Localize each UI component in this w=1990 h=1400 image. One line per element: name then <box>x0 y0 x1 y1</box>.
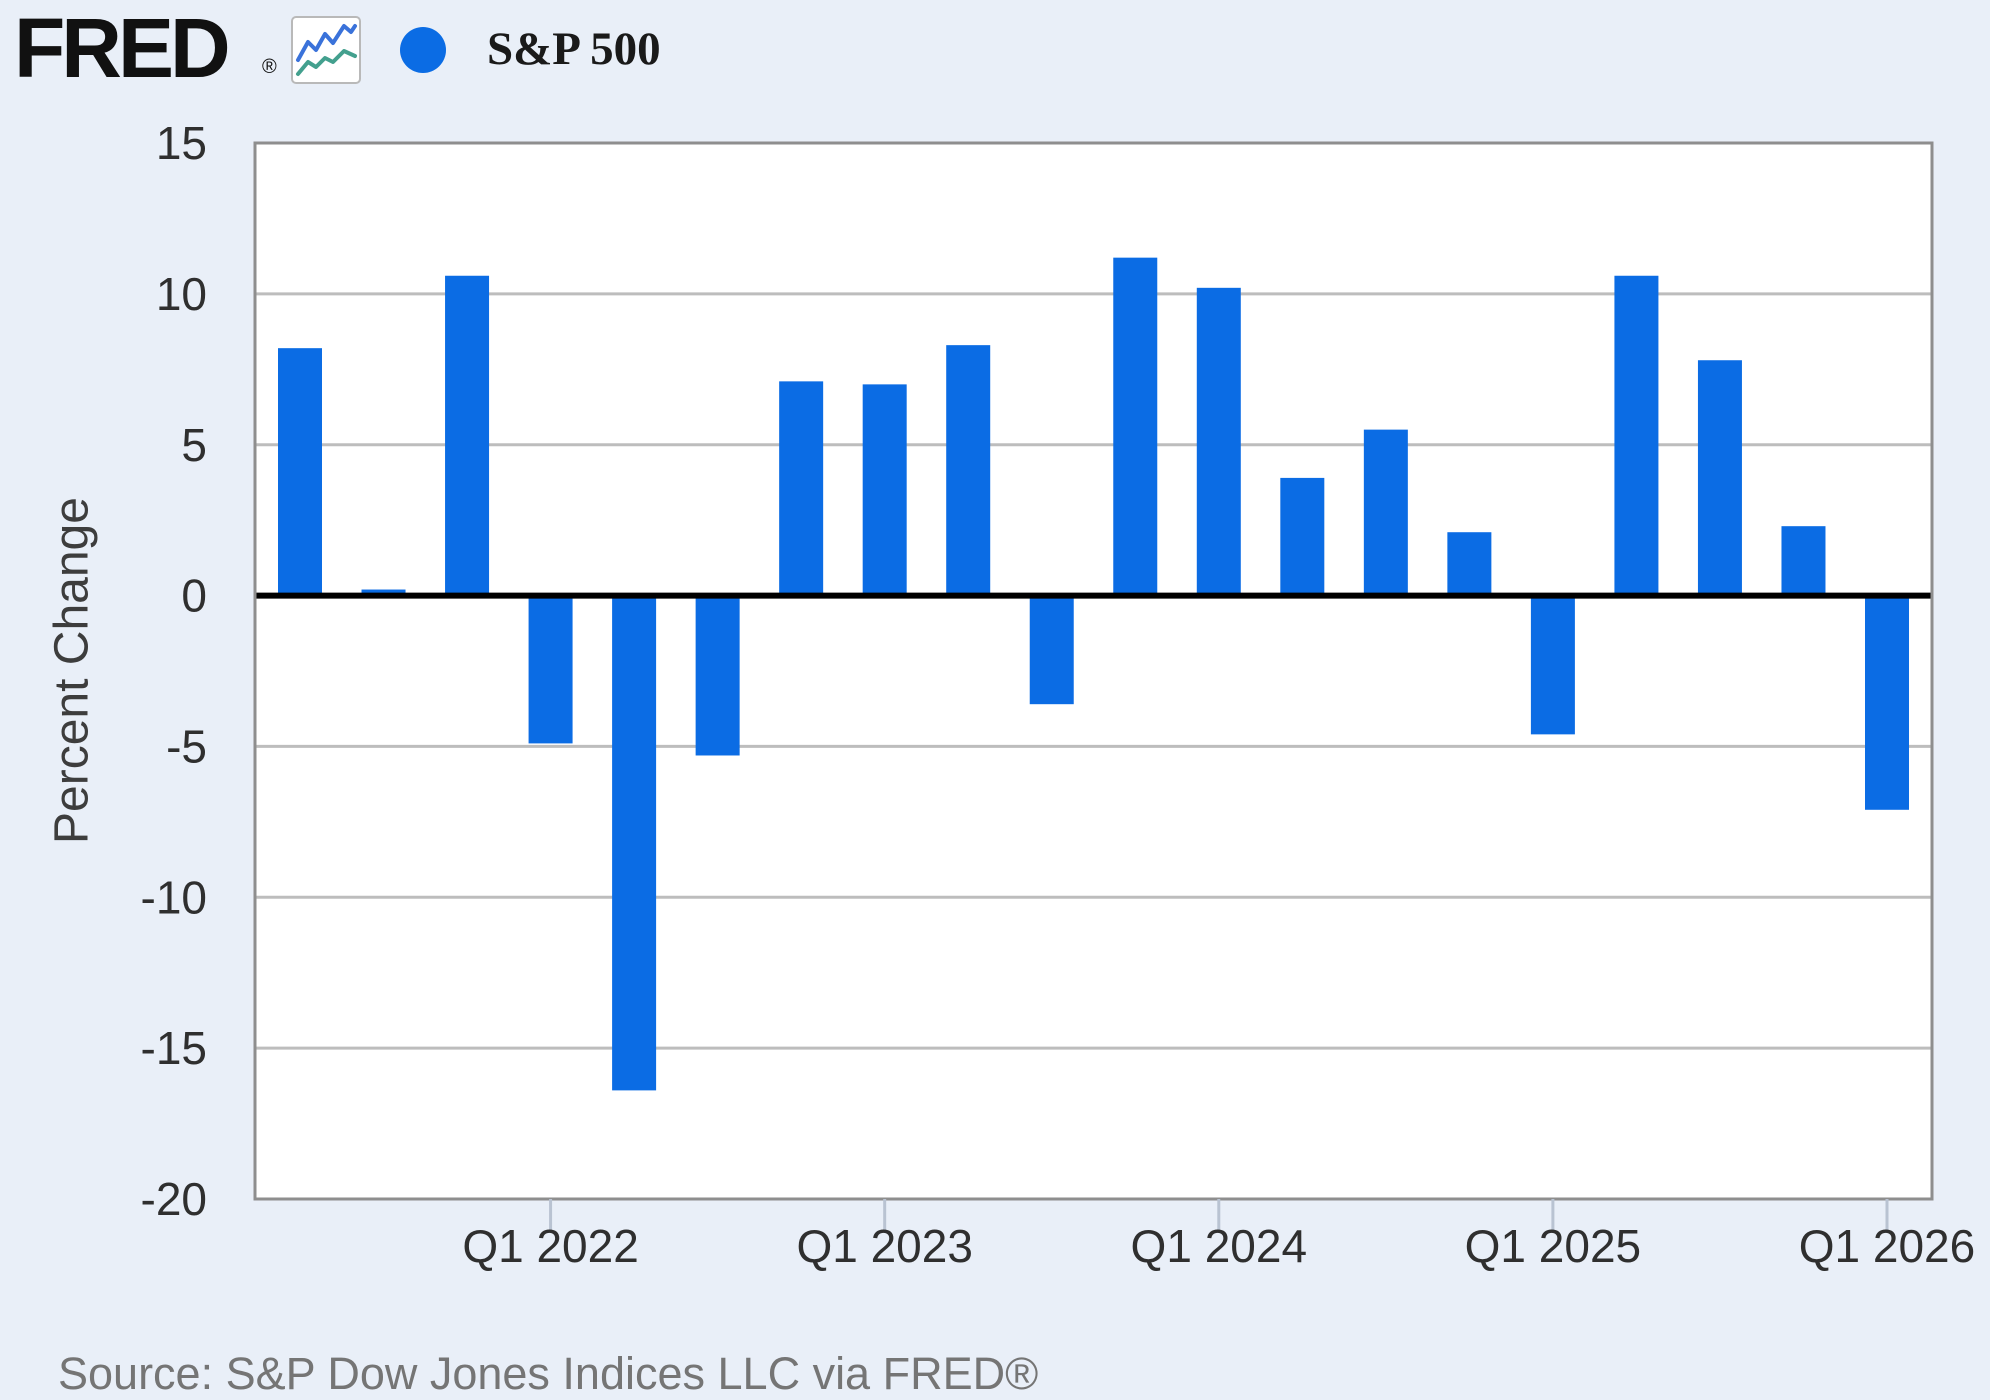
bar-q3-2024[interactable] <box>1363 429 1408 596</box>
bar-q1-2026[interactable] <box>1865 595 1909 810</box>
fred-logo[interactable]: FRED <box>14 1 231 95</box>
y-tick-label: -5 <box>166 721 207 773</box>
bar-q3-2021[interactable] <box>361 589 406 596</box>
line-chart-icon <box>296 24 357 76</box>
y-tick-label: 15 <box>156 117 207 169</box>
x-tick-label: Q1 2024 <box>1131 1220 1307 1272</box>
bar-q1-2024[interactable] <box>1196 287 1241 596</box>
plot-border <box>253 141 1934 1201</box>
plot-area <box>255 143 1932 1199</box>
y-tick-label: -20 <box>141 1173 207 1225</box>
logo-chart-icon <box>291 16 361 84</box>
y-tick-label: 5 <box>181 419 207 471</box>
bar-q4-2025[interactable] <box>1781 526 1826 596</box>
bar-q4-2022[interactable] <box>779 381 824 596</box>
bar-q1-2025[interactable] <box>1530 595 1575 735</box>
bar-q2-2022[interactable] <box>612 595 657 1091</box>
bar-q2-2021[interactable] <box>278 348 322 596</box>
bar-q4-2024[interactable] <box>1447 532 1492 596</box>
bar-q1-2022[interactable] <box>528 595 573 744</box>
source-note: Source: S&P Dow Jones Indices LLC via FR… <box>58 1348 1039 1399</box>
x-tick-label: Q1 2026 <box>1799 1220 1975 1272</box>
bar-q3-2022[interactable] <box>695 595 740 756</box>
bar-q3-2025[interactable] <box>1697 360 1742 596</box>
legend-series-label: S&P 500 <box>487 23 661 75</box>
y-tick-label: 0 <box>181 570 207 622</box>
y-tick-label: -15 <box>141 1022 207 1074</box>
bar-q2-2024[interactable] <box>1280 477 1325 596</box>
legend-series-dot <box>400 27 446 73</box>
logo-registered-mark: ® <box>262 56 277 78</box>
y-tick-label: 10 <box>156 268 207 320</box>
y-tick-label: -10 <box>141 871 207 923</box>
bar-q2-2025[interactable] <box>1614 275 1659 596</box>
x-tick-label: Q1 2022 <box>462 1220 638 1272</box>
x-tick-label: Q1 2023 <box>796 1220 972 1272</box>
bar-q4-2021[interactable] <box>445 275 490 596</box>
bar-q4-2023[interactable] <box>1113 257 1158 596</box>
bar-q2-2023[interactable] <box>946 345 991 596</box>
bar-q1-2023[interactable] <box>862 384 907 596</box>
x-tick-label: Q1 2025 <box>1465 1220 1641 1272</box>
bar-q3-2023[interactable] <box>1029 595 1074 705</box>
